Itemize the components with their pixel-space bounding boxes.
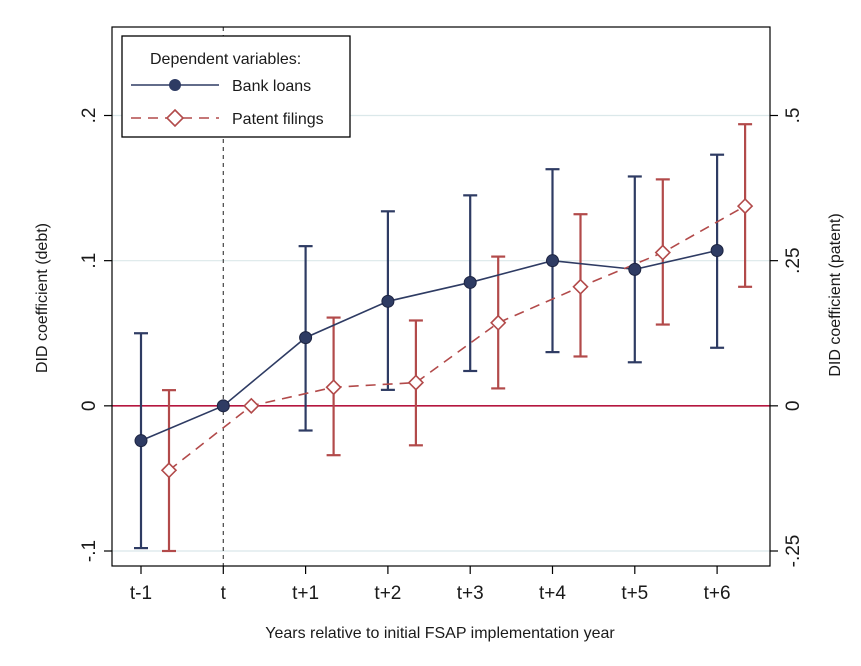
legend-patent-filings-label: Patent filings xyxy=(232,111,324,128)
right-y-tick-label: .25 xyxy=(783,247,804,273)
left-y-tick-label: 0 xyxy=(79,401,100,412)
x-tick-label: t+1 xyxy=(292,583,319,604)
patent-filings-point xyxy=(325,379,342,396)
series-markers xyxy=(134,197,754,479)
bank-loans-point xyxy=(546,254,559,268)
patent-filings-point xyxy=(572,278,589,295)
bank-loans-point xyxy=(628,262,642,276)
right-y-tick-label: -.25 xyxy=(783,535,804,568)
x-tick-label: t+4 xyxy=(539,583,566,604)
patent-filings-line xyxy=(168,205,746,471)
x-tick-label: t xyxy=(221,583,227,604)
confidence-intervals xyxy=(134,123,753,553)
x-tick-label: t+6 xyxy=(704,583,731,604)
patent-filings-point xyxy=(160,462,178,479)
left-y-tick-label: .1 xyxy=(79,253,100,269)
right-y-tick-label: .5 xyxy=(783,108,804,124)
x-tick-label: t-1 xyxy=(130,583,152,604)
legend-title: Dependent variables: xyxy=(150,51,301,68)
left-y-axis-title: DID coefficient (debt) xyxy=(34,223,51,373)
grid-lines xyxy=(112,114,770,552)
patent-filings-point xyxy=(736,197,754,215)
x-tick-label: t+3 xyxy=(457,583,484,604)
right-y-axis-title: DID coefficient (patent) xyxy=(827,213,844,376)
axes: t-1 t t+1 t+2 t+3 t+4 t+5 t+6 -.1 0 .1 .2 -.25 0 .25 .5 xyxy=(79,108,804,604)
x-axis-title: Years relative to initial FSAP implement… xyxy=(265,625,615,642)
x-tick-label: t+2 xyxy=(374,583,401,604)
bank-loans-line xyxy=(140,249,718,442)
patent-filings-point xyxy=(654,244,671,261)
plot-frame xyxy=(111,26,771,567)
patent-filings-point xyxy=(243,397,260,414)
legend-box xyxy=(121,35,351,138)
bank-loans-point xyxy=(134,434,148,448)
bank-loans-point xyxy=(381,294,395,308)
right-y-tick-label: 0 xyxy=(783,401,804,412)
series-lines xyxy=(140,205,746,471)
patent-filings-point xyxy=(490,314,507,331)
bank-loans-point xyxy=(710,244,724,258)
x-tick-label: t+5 xyxy=(621,583,648,604)
patent-filings-point xyxy=(407,374,425,391)
bank-loans-point xyxy=(216,399,230,413)
legend-bank-loans-marker xyxy=(169,79,181,91)
legend-patent-filings-marker xyxy=(165,108,185,128)
left-y-tick-label: .2 xyxy=(79,108,100,124)
bank-loans-point xyxy=(299,331,313,345)
bank-loans-point xyxy=(463,275,477,289)
legend-bank-loans-label: Bank loans xyxy=(232,78,311,95)
left-y-tick-label: -.1 xyxy=(79,540,100,562)
legend: Dependent variables: Bank loans Patent f… xyxy=(121,35,351,138)
